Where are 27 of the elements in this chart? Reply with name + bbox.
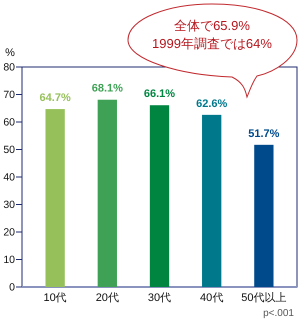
bar [150,105,170,287]
bar [202,114,222,287]
data-label: 66.1% [144,88,176,100]
y-tick-label: 50 [3,144,16,156]
x-tick-label: 50代以上 [241,291,286,304]
bar [254,144,274,287]
bar [45,109,65,287]
bar [98,100,117,287]
y-tick-label: 60 [3,116,16,129]
y-tick-label: 80 [3,62,16,74]
data-label: 51.7% [248,128,280,140]
y-axis-title: % [5,47,16,59]
y-tick-label: 0 [9,282,16,294]
data-label: 64.7% [40,92,71,104]
data-label: 62.6% [196,98,228,110]
text: p<.001 [263,308,294,319]
y-tick-label: 40 [3,172,16,184]
y-tick-label: 30 [3,199,16,212]
text: 全体で65.9% 1999年調査では64% [152,18,272,51]
x-tick-label: 10代 [44,292,67,304]
y-tick-label: 20 [3,226,16,239]
data-label: 68.1% [92,82,124,95]
y-tick-label: 10 [3,254,16,266]
x-tick-label: 20代 [96,292,119,304]
x-tick-label: 30代 [148,292,172,304]
y-tick-label: 70 [3,89,16,102]
x-tick-label: 40代 [200,292,224,304]
